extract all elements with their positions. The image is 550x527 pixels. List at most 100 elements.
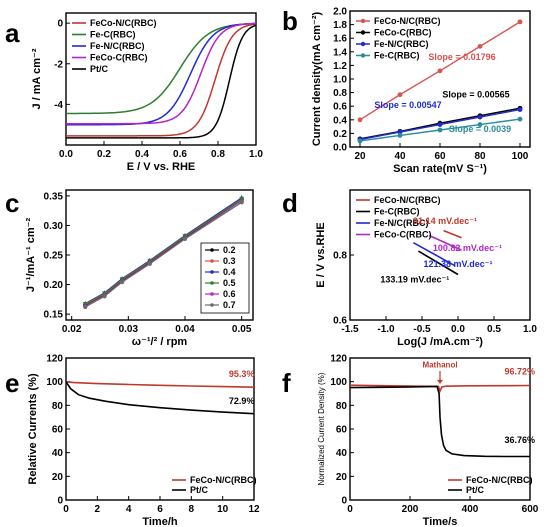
x-tick-label: 1.0 [249, 149, 263, 160]
x-axis-label: ω⁻¹/² / rpm [132, 336, 188, 348]
y-axis-label: E / V vs.RHE [315, 222, 327, 287]
x-tick-label: 1.0 [523, 324, 537, 335]
injection-arrowhead [437, 379, 443, 385]
legend-entry: 0.4 [223, 267, 236, 277]
retention-annotation: 72.9% [229, 396, 255, 406]
y-tick-label: 60 [336, 425, 348, 436]
y-tick-label: 0 [57, 496, 63, 507]
series-line [66, 23, 257, 137]
y-tick-label: 0.30 [44, 221, 64, 232]
x-axis-label: Scan rate(mV S⁻¹) [393, 163, 487, 175]
methanol-injection-label: Mathanol [422, 360, 457, 369]
legend-entry: 0.7 [223, 300, 236, 310]
y-axis-label: Relative Currents (%) [27, 373, 39, 485]
legend-marker [210, 248, 214, 252]
y-tick-label: 0.35 [44, 191, 64, 202]
series-line [85, 201, 242, 308]
legend-marker [360, 18, 366, 24]
legend-marker [210, 303, 214, 307]
legend-entry: FeCo-C(RBC) [374, 28, 432, 38]
y-tick-label: 0.15 [44, 310, 64, 321]
y-tick-label: 0.4 [333, 115, 347, 126]
y-tick-label: -2 [54, 59, 63, 70]
x-tick-label: 40 [394, 151, 406, 162]
y-axis-label: Current density(mA cm⁻²) [311, 11, 323, 146]
series-line [66, 22, 256, 115]
series-line [66, 24, 257, 139]
y-tick-label: 20 [52, 472, 64, 483]
data-point [437, 127, 443, 133]
y-tick-label: 0.6 [333, 316, 347, 327]
data-point [437, 122, 443, 127]
y-tick-label: 80 [52, 401, 64, 412]
data-point [477, 114, 483, 120]
panel-a: a 0.0 0.2 0.4 0.6 0.8 1.0 0 -2 -4 E / V vs. RHE J /… [5, 12, 263, 173]
y-tick-label: 0.2 [333, 129, 347, 140]
x-tick-label: 0.8 [211, 149, 225, 160]
x-axis-label: E / V vs. RHE [127, 161, 195, 173]
slope-annotation: Slope = 0.00565 [442, 89, 509, 99]
data-point [517, 107, 523, 112]
y-tick-label: 1.0 [333, 75, 347, 86]
legend-entry: FeCo-N/C(RBC) [90, 18, 157, 28]
panel-c: c 0.02 0.03 0.04 0.05 0.15 0.20 0.25 0.30 0.35 ω⁻¹… [5, 188, 254, 348]
y-tick-label: -4 [54, 100, 63, 111]
legend-entry: 0.5 [223, 278, 236, 288]
data-point [397, 92, 403, 98]
legend-entry: FeCo-C(RBC) [90, 53, 148, 63]
x-tick-label: 600 [522, 504, 539, 515]
legend-entry: 0.3 [223, 256, 236, 266]
y-tick-label: 60 [52, 425, 64, 436]
y-axis-label: J⁻¹/mA⁻¹ cm⁻² [25, 218, 37, 293]
y-tick-label: 2.0 [333, 7, 347, 18]
slope-annotation: Slope = 0.0039 [449, 124, 511, 134]
x-tick-label: 400 [462, 504, 479, 515]
tafel-slope-annotation: 91.14 mV.dec⁻¹ [413, 216, 477, 226]
x-tick-label: 0 [63, 504, 69, 515]
legend-entry: Fe-N/C(RBC) [90, 41, 145, 51]
y-tick-label: 0.8 [333, 251, 347, 262]
legend-entry: FeCo-N/C(RBC) [466, 475, 533, 485]
retention-annotation: 36.76% [505, 435, 536, 445]
x-tick-label: 4 [126, 504, 132, 515]
y-tick-label: 1.8 [333, 20, 347, 31]
legend-marker [210, 270, 214, 274]
panel-f: f 0 200 400 600 0 20 40 60 80 100 120 Time/s Normaliz… [282, 354, 539, 527]
x-tick-label: 0.04 [175, 324, 195, 335]
legend-marker [360, 41, 366, 47]
x-tick-label: 8 [189, 504, 195, 515]
x-axis-label: Time/s [423, 516, 458, 527]
x-tick-label: 0.4 [135, 149, 149, 160]
x-tick-label: 2 [95, 504, 101, 515]
y-tick-label: 0.25 [44, 251, 64, 262]
y-axis-label: J / mA cm⁻² [31, 48, 43, 109]
panel-e: e0 2 4 6 8 10 12020406080100120Time/hRelative … [5, 354, 260, 527]
legend-entry: 0.6 [223, 289, 236, 299]
x-tick-label: 0.0 [59, 149, 73, 160]
slope-annotation: Slope = 0.01796 [428, 52, 495, 62]
data-point [477, 43, 483, 49]
legend-entry: Fe-N/C(RBC) [374, 218, 429, 228]
data-point [397, 133, 403, 138]
y-tick-label: 0 [341, 496, 347, 507]
y-tick-label: 100 [46, 377, 63, 388]
legend-entry: FeCo-C(RBC) [374, 230, 432, 240]
panel-label: d [282, 188, 298, 218]
data-point [239, 196, 245, 202]
x-tick-label: 0.6 [173, 149, 187, 160]
series-line [443, 229, 462, 239]
y-tick-label: 0 [57, 19, 63, 30]
y-tick-label: 120 [46, 354, 63, 365]
panel-label: e [5, 368, 19, 398]
retention-annotation: 95.3% [229, 369, 255, 379]
retention-annotation: 96.72% [505, 367, 536, 377]
legend-marker [210, 259, 214, 263]
y-tick-label: 0.0 [333, 143, 347, 154]
series-line [66, 22, 256, 125]
series-line [85, 198, 243, 305]
panel-label: f [282, 368, 291, 398]
series-line [417, 250, 459, 276]
y-tick-label: 1.2 [333, 61, 347, 72]
data-point [120, 280, 125, 285]
